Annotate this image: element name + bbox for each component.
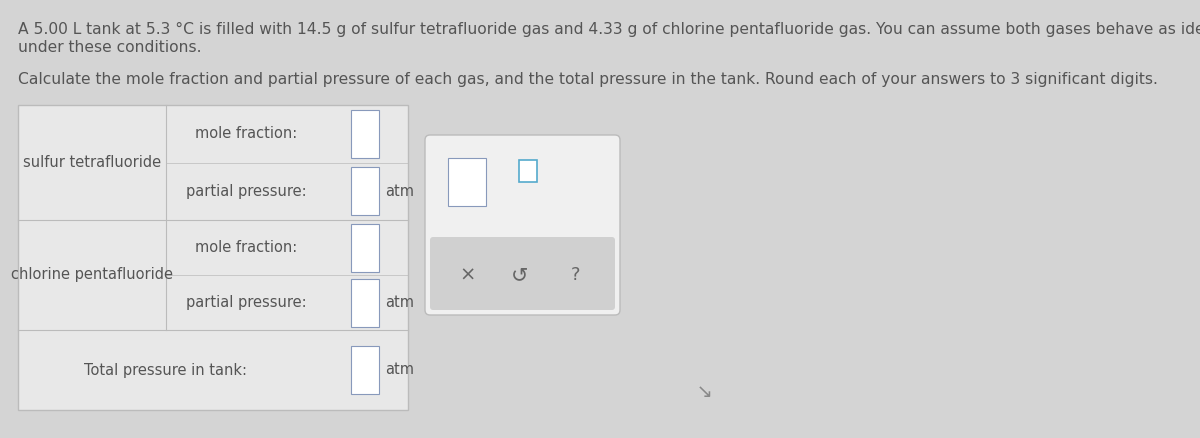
Text: ↺: ↺ <box>511 265 529 286</box>
Text: partial pressure:: partial pressure: <box>186 295 306 310</box>
FancyBboxPatch shape <box>436 240 610 305</box>
FancyBboxPatch shape <box>352 110 379 158</box>
Text: mole fraction:: mole fraction: <box>194 126 298 141</box>
Text: sulfur tetrafluoride: sulfur tetrafluoride <box>23 155 161 170</box>
FancyBboxPatch shape <box>352 167 379 215</box>
Text: partial pressure:: partial pressure: <box>186 184 306 199</box>
Text: Total pressure in tank:: Total pressure in tank: <box>84 363 247 378</box>
FancyBboxPatch shape <box>352 346 379 394</box>
Text: x10: x10 <box>491 183 515 196</box>
FancyBboxPatch shape <box>352 223 379 272</box>
Text: A 5.00 L tank at 5.3 °C is filled with 14.5 g of sulfur tetrafluoride gas and 4.: A 5.00 L tank at 5.3 °C is filled with 1… <box>18 22 1200 37</box>
Text: chlorine pentafluoride: chlorine pentafluoride <box>11 268 173 283</box>
Text: ×: × <box>460 266 476 285</box>
Text: atm: atm <box>385 295 414 310</box>
FancyBboxPatch shape <box>352 279 379 326</box>
Text: ?: ? <box>570 266 580 285</box>
FancyBboxPatch shape <box>430 237 616 310</box>
Text: atm: atm <box>385 363 414 378</box>
Text: Calculate the mole fraction and partial pressure of each gas, and the total pres: Calculate the mole fraction and partial … <box>18 72 1158 87</box>
Text: under these conditions.: under these conditions. <box>18 40 202 55</box>
FancyBboxPatch shape <box>18 105 408 410</box>
Text: ↖: ↖ <box>692 381 708 399</box>
FancyBboxPatch shape <box>520 160 538 182</box>
FancyBboxPatch shape <box>448 158 486 206</box>
FancyBboxPatch shape <box>425 135 620 315</box>
Text: mole fraction:: mole fraction: <box>194 240 298 255</box>
Text: atm: atm <box>385 184 414 199</box>
